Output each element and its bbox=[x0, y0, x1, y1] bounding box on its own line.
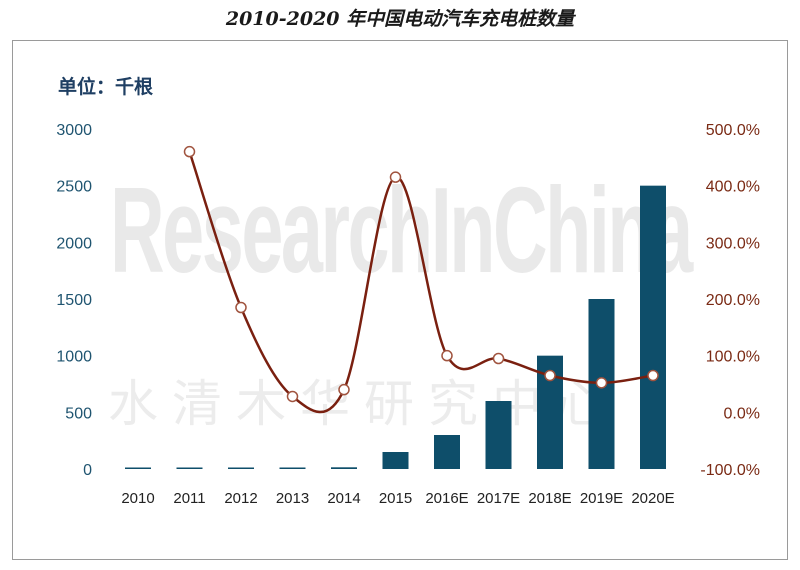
line-point-2018E bbox=[544, 369, 556, 382]
x-tick-label: 2016E bbox=[425, 490, 468, 507]
bar-2014 bbox=[331, 467, 357, 469]
y-right-tick-label: 400.0% bbox=[706, 179, 760, 196]
bar-2015 bbox=[382, 452, 409, 469]
bar-2017E bbox=[485, 401, 512, 469]
bar-2010 bbox=[125, 467, 151, 469]
y-right-tick-label: 100.0% bbox=[706, 349, 760, 366]
x-tick-label: 2019E bbox=[580, 490, 623, 507]
y-right-tick-label: 500.0% bbox=[706, 122, 760, 139]
y-right-tick-label: 200.0% bbox=[706, 292, 760, 309]
y-right-tick-label: -100.0% bbox=[700, 462, 760, 479]
x-tick-label: 2014 bbox=[327, 490, 360, 507]
y-left-tick-label: 1500 bbox=[56, 292, 92, 309]
x-tick-label: 2010 bbox=[121, 490, 154, 507]
bar-2020E bbox=[640, 185, 666, 469]
line-point-2016E bbox=[441, 349, 453, 362]
watermark-english: ResearchInChina bbox=[110, 162, 693, 298]
y-left-tick-label: 3000 bbox=[56, 122, 92, 139]
y-axis-left: 0 500 1000 1500 2000 2500 3000 bbox=[56, 122, 92, 479]
line-point-2015 bbox=[389, 171, 402, 183]
bar-2011 bbox=[176, 467, 203, 469]
bar-2012 bbox=[228, 467, 254, 469]
growth-line bbox=[188, 151, 654, 414]
chart-title: 2010-2020 年中国电动汽车充电桩数量 bbox=[225, 8, 575, 30]
x-tick-label: 2017E bbox=[477, 490, 520, 507]
x-tick-label: 2011 bbox=[173, 490, 205, 507]
unit-label: 单位：千根 bbox=[58, 77, 154, 98]
line-point-2011 bbox=[183, 145, 196, 158]
x-tick-label: 2015 bbox=[379, 490, 412, 507]
line-point-2013 bbox=[286, 390, 299, 403]
y-left-tick-label: 2000 bbox=[56, 235, 92, 252]
line-point-2019E bbox=[595, 377, 608, 389]
x-tick-label: 2020E bbox=[631, 490, 674, 507]
line-markers bbox=[183, 145, 659, 403]
x-tick-label: 2013 bbox=[276, 490, 309, 507]
y-right-tick-label: 0.0% bbox=[724, 405, 760, 422]
line-series bbox=[188, 151, 654, 414]
bar-2013 bbox=[279, 467, 306, 469]
line-point-2012 bbox=[235, 301, 247, 314]
y-left-tick-label: 0 bbox=[83, 462, 92, 479]
y-left-tick-label: 1000 bbox=[56, 349, 92, 366]
line-point-2020E bbox=[647, 369, 659, 382]
x-tick-label: 2012 bbox=[224, 490, 257, 507]
y-left-tick-label: 2500 bbox=[56, 179, 92, 196]
y-right-tick-label: 300.0% bbox=[706, 235, 760, 252]
line-point-2014 bbox=[338, 383, 350, 396]
watermark-chinese: 水清木华研究中心 bbox=[108, 375, 620, 433]
x-axis: 2010 2011 2012 2013 2014 2015 2016E 2017E 2018E 2… bbox=[121, 490, 674, 507]
y-left-tick-label: 500 bbox=[65, 405, 92, 422]
y-axis-right: -100.0% 0.0% 100.0% 200.0% 300.0% 400.0% 500.0… bbox=[700, 122, 760, 479]
x-tick-label: 2018E bbox=[528, 490, 571, 507]
line-point-2017E bbox=[492, 352, 505, 365]
bar-2016E bbox=[434, 435, 460, 469]
bar-series bbox=[125, 185, 666, 469]
